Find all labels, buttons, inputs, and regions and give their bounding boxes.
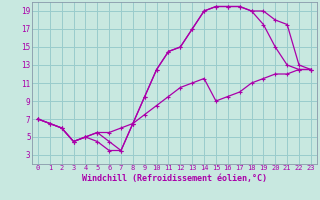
X-axis label: Windchill (Refroidissement éolien,°C): Windchill (Refroidissement éolien,°C) <box>82 174 267 183</box>
